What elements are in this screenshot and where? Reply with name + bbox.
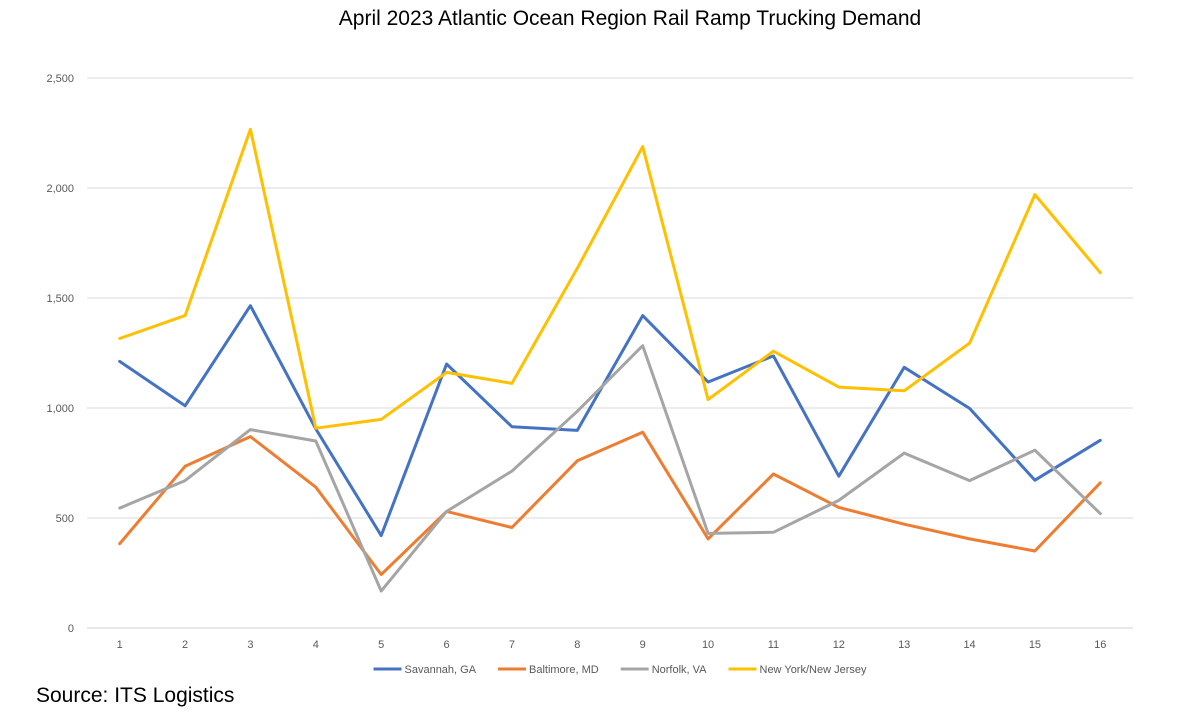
source-note: Source: ITS Logistics [36, 684, 235, 707]
x-tick-label: 9 [640, 639, 646, 651]
x-tick-label: 5 [378, 639, 384, 651]
legend: Savannah, GA Baltimore, MD Norfolk, VA New … [373, 664, 867, 676]
y-tick-label: 0 [68, 623, 74, 635]
y-tick-label: 1,500 [46, 293, 74, 305]
gridlines [87, 77, 1133, 629]
x-tick-label: 7 [509, 639, 515, 651]
x-tick-label: 1 [117, 639, 123, 651]
legend-item: Norfolk, VA [620, 664, 707, 676]
y-axis-tick-labels: 0 500 1,000 1,500 2,000 2,500 [46, 73, 74, 635]
y-tick-label: 1,000 [46, 403, 74, 415]
legend-item: New York/New Jersey [728, 664, 867, 676]
legend-label: New York/New Jersey [760, 664, 867, 676]
x-tick-label: 15 [1029, 639, 1041, 651]
series-line-2 [118, 430, 1102, 576]
x-tick-label: 6 [444, 639, 450, 651]
legend-item: Baltimore, MD [498, 664, 599, 676]
x-tick-label: 13 [898, 639, 910, 651]
x-tick-label: 4 [313, 639, 319, 651]
x-tick-label: 10 [702, 639, 714, 651]
legend-label: Norfolk, VA [652, 664, 707, 676]
x-tick-label: 2 [182, 639, 188, 651]
legend-label: Baltimore, MD [529, 664, 599, 676]
series-lines [118, 127, 1102, 593]
chart-title: April 2023 Atlantic Ocean Region Rail Ra… [338, 7, 922, 30]
x-tick-label: 11 [768, 639, 779, 651]
x-tick-label: 8 [574, 639, 580, 651]
y-tick-label: 500 [56, 513, 74, 525]
series-line-1 [118, 304, 1102, 538]
legend-label: Savannah, GA [405, 664, 477, 676]
series-line-4 [118, 127, 1102, 430]
x-tick-label: 16 [1094, 639, 1106, 651]
series-line-3 [118, 344, 1102, 593]
y-tick-label: 2,500 [46, 73, 74, 85]
x-tick-label: 3 [247, 639, 253, 651]
x-tick-label: 14 [963, 639, 975, 651]
y-tick-label: 2,000 [46, 183, 74, 195]
x-tick-label: 12 [833, 639, 845, 651]
x-axis-tick-labels: 1 2 3 4 5 6 7 8 9 10 11 12 13 14 15 16 [117, 639, 1107, 651]
legend-item: Savannah, GA [373, 664, 477, 676]
